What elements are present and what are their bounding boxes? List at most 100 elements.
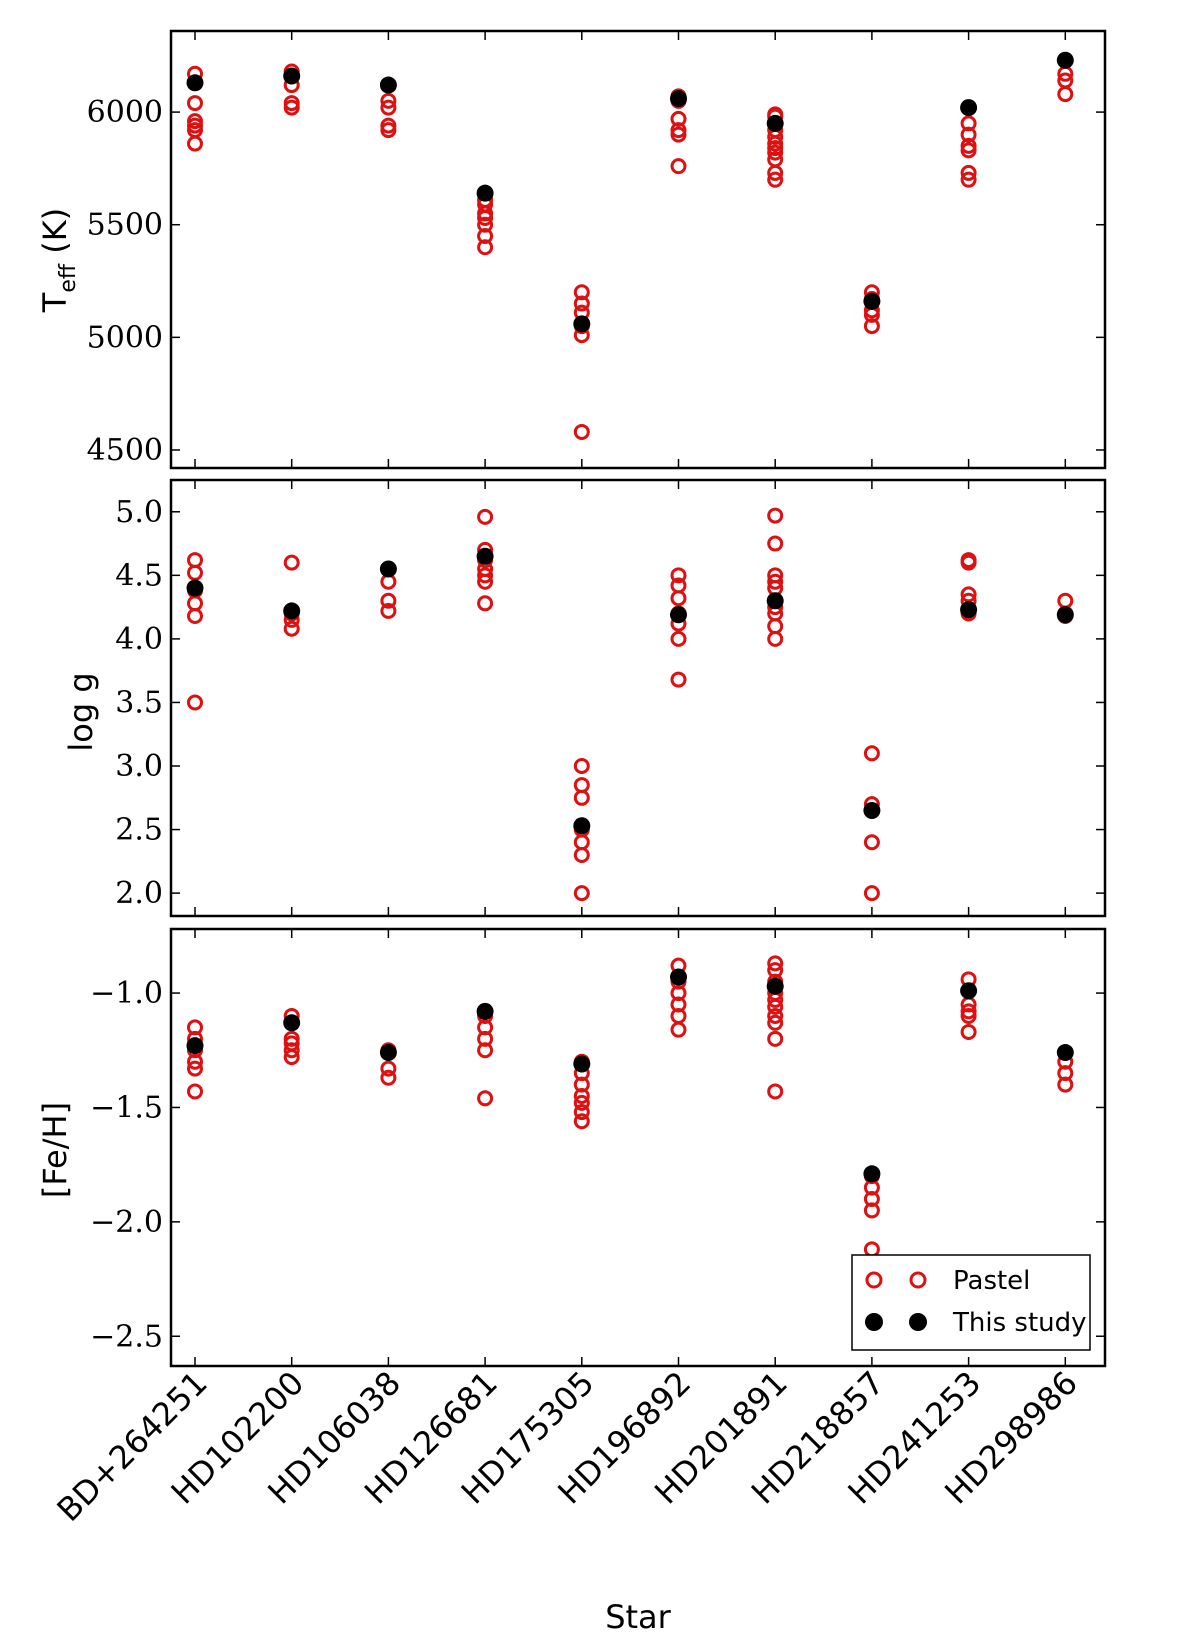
teff-this-study-point [379,76,397,94]
logg-ytick-label: 5.0 [115,495,163,530]
legend-this-study-marker-1 [865,1313,883,1331]
teff-pastel-point [380,92,397,109]
legend-pastel-marker-1 [865,1271,883,1289]
feh-pastel-point [767,1083,784,1100]
feh-pastel-point [670,985,687,1002]
logg-pastel-point [670,590,687,607]
feh-pastel-point [767,1007,784,1024]
teff-ytick-label: 5000 [87,320,163,355]
logg-ytick-label: 2.5 [115,813,163,848]
feh-pastel-point [573,1094,590,1111]
logg-pastel-point [477,508,494,525]
logg-pastel-point [187,552,203,569]
logg-pastel-point [477,567,494,584]
teff-pastel-point [960,171,977,188]
teff-axis-label: Teff (K) [36,208,81,313]
logg-plot-frame [169,478,1107,918]
logg-pastel-point [477,573,494,590]
feh-pastel-point [283,1049,300,1066]
feh-pastel-point [477,1042,494,1059]
feh-pastel-point [960,1007,977,1024]
teff-pastel-point [960,126,977,143]
logg-this-study-point [960,601,978,619]
feh-this-study-point [476,1002,494,1020]
x-category-labels: BD+264251HD102200HD106038HD126681HD17530… [50,1364,1085,1529]
feh-this-study-point [863,1165,881,1183]
logg-ytick-label: 4.0 [115,622,163,657]
teff-this-study-point [186,74,204,92]
teff-this-study-point [283,67,301,85]
feh-ytick-label: −2.5 [90,1319,163,1354]
feh-pastel-point [863,1202,880,1219]
legend-pastel-label: Pastel [953,1266,1030,1296]
feh-pastel-point [767,955,784,972]
teff-this-study-point [670,90,687,108]
teff-axis-label-unit: (K) [36,208,74,264]
feh-pastel-point [380,1060,397,1077]
logg-axis-label: log g [62,672,100,751]
teff-pastel-point [863,318,880,335]
teff-ytick-label: 5500 [87,208,163,243]
feh-axis-label: [Fe/H] [36,1102,74,1198]
logg-this-study-point [186,579,204,597]
teff-plot-frame [169,29,1107,470]
feh-ytick-label: −2.0 [90,1205,163,1240]
feh-pastel-point [573,1113,590,1130]
feh-pastel-point [573,1104,590,1121]
logg-this-study-point [476,547,494,565]
logg-pastel-point [573,789,590,806]
teff-axis-label-sub: eff [56,263,81,293]
legend-this-study-label: This study [952,1308,1087,1338]
feh-pastel-point [477,1090,494,1107]
feh-pastel-point [187,1083,203,1100]
logg-this-study-point [283,602,301,620]
legend-this-study-marker-2 [909,1313,927,1331]
feh-this-study-point [766,977,784,995]
logg-this-study-point [670,606,687,624]
teff-ytick-label: 6000 [87,95,163,130]
feh-pastel-point [670,1021,687,1038]
feh-pastel-point [187,1060,203,1077]
logg-pastel-point [767,618,784,635]
teff-this-study-point [863,292,881,310]
logg-pastel-point [283,620,300,637]
feh-pastel-point [477,1019,494,1036]
teff-this-study-point [960,99,978,117]
logg-pastel-point [1057,592,1074,609]
logg-pastel-point [573,885,590,902]
teff-pastel-point [477,227,494,244]
feh-pastel-point [187,1019,203,1036]
teff-pastel-point [283,99,300,116]
feh-this-study-point [670,968,687,986]
logg-ytick-label: 4.5 [115,558,163,593]
logg-pastel-point [380,592,397,609]
feh-pastel-point [767,998,784,1015]
feh-pastel-point [380,1069,397,1086]
logg-ytick-label: 3.0 [115,749,163,784]
logg-pastel-point [573,834,590,851]
teff-pastel-point [960,164,977,181]
logg-ytick-label: 3.5 [115,685,163,720]
teff-pastel-point [960,142,977,159]
logg-pastel-point [573,777,590,794]
feh-pastel-point [767,1014,784,1031]
teff-pastel-point [187,135,203,152]
logg-pastel-point [670,630,687,647]
teff-pastel-point [477,216,494,233]
teff-pastel-point [380,122,397,139]
feh-this-study-point [573,1055,591,1073]
feh-pastel-point [767,1030,784,1047]
teff-this-study-point [476,184,494,202]
teff-this-study-point [766,114,784,132]
logg-pastel-point [960,586,977,603]
feh-this-study-point [379,1044,397,1062]
feh-pastel-point [767,962,784,979]
teff-pastel-point [187,95,203,112]
feh-pastel-point [1057,1065,1074,1082]
teff-this-study-point [573,315,591,333]
teff-pastel-point [670,158,687,175]
logg-pastel-point [477,595,494,612]
logg-this-study-point [573,817,591,835]
logg-pastel-point [283,554,300,571]
logg-pastel-point [187,595,203,612]
